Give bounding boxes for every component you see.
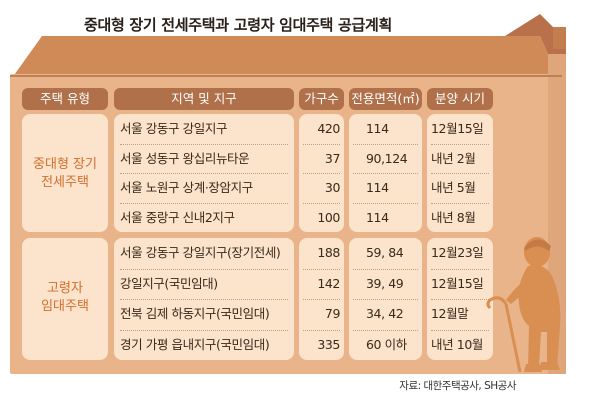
households-cell: 37 xyxy=(324,150,341,166)
row-divider xyxy=(303,299,340,300)
row-divider xyxy=(303,173,340,174)
row-divider xyxy=(120,173,288,174)
region-cell: 강일지구(국민임대) xyxy=(120,275,218,291)
row-divider xyxy=(303,268,340,270)
area-cell: 114 xyxy=(366,121,389,136)
area-cell: 39, 49 xyxy=(366,275,404,291)
header-sale-date: 분양 시기 xyxy=(427,88,493,110)
page-title: 중대형 장기 전세주택과 고령자 임대주택 공급계획 xyxy=(83,16,393,34)
area-cell: 60 이하 xyxy=(366,336,407,352)
row-divider xyxy=(120,329,288,331)
row-divider xyxy=(431,173,489,174)
area-cell: 59, 84 xyxy=(366,245,404,260)
row-divider xyxy=(353,202,418,204)
households-cell: 142 xyxy=(317,275,340,291)
row-divider xyxy=(353,173,418,174)
row-divider xyxy=(353,268,418,270)
region-cell: 서울 노원구 상계·장암지구 xyxy=(120,180,253,195)
row-divider xyxy=(303,202,340,204)
area-cell: 114 xyxy=(366,209,389,225)
sale-date-cell: 12월15일 xyxy=(431,121,484,136)
region-cell: 서울 중랑구 신내2지구 xyxy=(120,209,235,225)
region-cell: 전북 김제 하동지구(국민임대) xyxy=(120,306,270,321)
area-cell: 34, 42 xyxy=(366,306,404,321)
row-divider xyxy=(303,329,340,331)
households-cell: 188 xyxy=(317,245,340,260)
type-box-group-2 xyxy=(22,238,108,360)
source-note: 자료: 대한주택공사, SH공사 xyxy=(399,380,516,392)
households-cell: 79 xyxy=(324,306,341,321)
households-cell: 100 xyxy=(317,209,340,225)
row-divider xyxy=(303,143,340,145)
header-area: 전용면적(㎡) xyxy=(349,88,422,110)
area-cell: 114 xyxy=(366,180,389,195)
row-divider xyxy=(353,329,418,331)
region-cell: 서울 성동구 왕십리뉴타운 xyxy=(120,150,250,166)
header-region: 지역 및 지구 xyxy=(114,88,294,110)
header-households: 가구수 xyxy=(299,88,344,110)
households-cell: 335 xyxy=(317,336,340,352)
chimney xyxy=(553,27,566,49)
row-divider xyxy=(431,202,489,204)
sale-date-cell: 내년 5월 xyxy=(431,180,476,195)
row-divider xyxy=(120,268,288,270)
row-divider xyxy=(120,202,288,204)
row-divider xyxy=(120,143,288,145)
sale-date-cell: 12월말 xyxy=(431,306,469,321)
house-roof xyxy=(12,36,548,78)
area-cell: 90,124 xyxy=(366,150,408,166)
row-divider xyxy=(431,143,489,145)
sale-date-cell: 내년 10월 xyxy=(431,336,483,352)
sale-date-cell: 12월15일 xyxy=(431,275,484,291)
region-cell: 서울 강동구 강일지구 xyxy=(120,121,228,136)
row-divider xyxy=(353,143,418,145)
type-label-midsize-lease: 중대형 장기 전세주택 xyxy=(22,156,108,192)
type-label-line: 고령자 임대주택 xyxy=(41,281,89,314)
sale-date-cell: 내년 2월 xyxy=(431,150,476,166)
sale-date-cell: 내년 8월 xyxy=(431,209,476,225)
row-divider xyxy=(353,299,418,300)
households-cell: 420 xyxy=(317,121,340,136)
row-divider xyxy=(431,268,489,270)
row-divider xyxy=(431,329,489,331)
households-cell: 30 xyxy=(324,180,341,195)
type-label-line: 중대형 장기 전세주택 xyxy=(33,157,97,190)
type-label-elderly-rental: 고령자 임대주택 xyxy=(22,280,108,316)
region-cell: 서울 강동구 강일지구(장기전세) xyxy=(120,245,281,260)
row-divider xyxy=(431,299,489,300)
type-box-group-1 xyxy=(22,114,108,232)
region-cell: 경기 가평 읍내지구(국민임대) xyxy=(120,336,270,352)
row-divider xyxy=(120,299,288,300)
sale-date-cell: 12월23일 xyxy=(431,245,484,260)
header-type: 주택 유형 xyxy=(22,88,108,110)
